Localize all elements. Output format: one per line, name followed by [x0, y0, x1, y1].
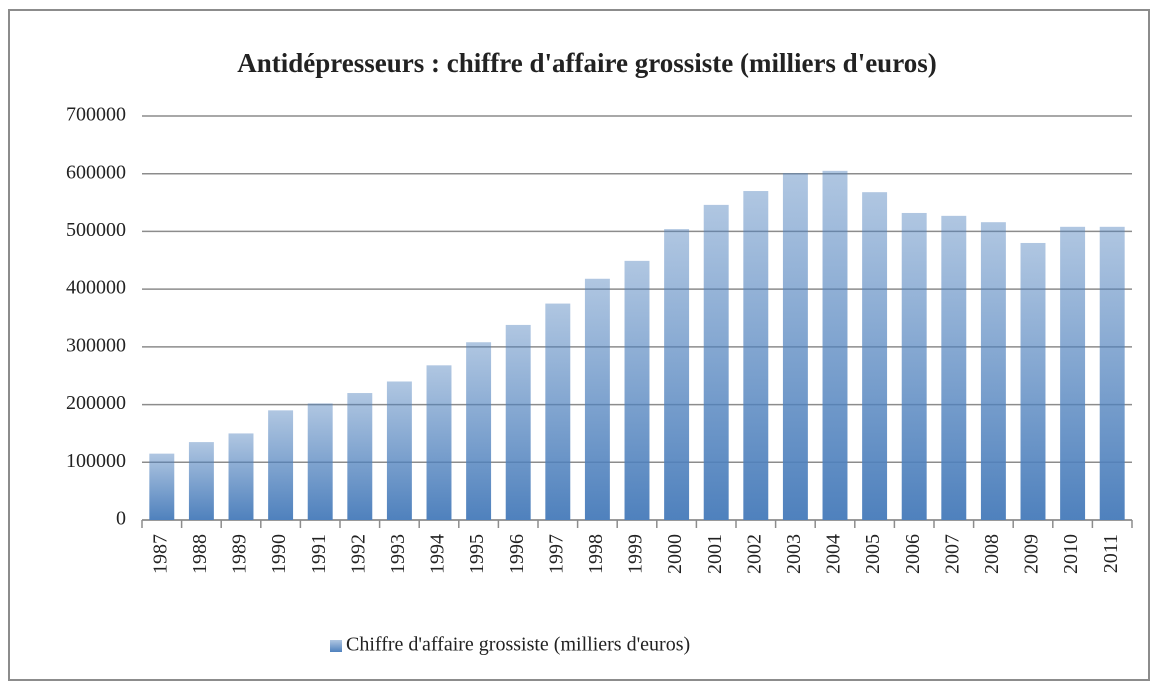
- x-tick-label: 2006: [902, 534, 924, 574]
- x-tick-label: 2011: [1100, 534, 1122, 573]
- x-tick-label: 1995: [466, 534, 488, 574]
- x-tick-label: 2001: [704, 534, 726, 574]
- bar: [228, 433, 254, 520]
- bar: [307, 403, 333, 520]
- x-tick-label: 2009: [1021, 534, 1043, 574]
- bar: [1099, 226, 1125, 520]
- bar: [664, 229, 690, 520]
- x-tick-label: 1988: [189, 534, 211, 574]
- x-tick-label: 1991: [308, 534, 330, 574]
- bar: [268, 410, 294, 520]
- bar: [1020, 242, 1046, 520]
- x-tick-label: 2007: [941, 534, 963, 574]
- bar: [386, 381, 412, 520]
- bar: [584, 278, 610, 520]
- y-tick-label: 600000: [66, 161, 126, 183]
- chart-title: Antidépresseurs : chiffre d'affaire gros…: [237, 48, 936, 78]
- x-tick-label: 1990: [268, 534, 290, 574]
- bar: [505, 324, 531, 520]
- legend-label: Chiffre d'affaire grossiste (milliers d'…: [346, 634, 690, 656]
- x-tick-label: 2000: [664, 534, 686, 574]
- x-tick-label: 1997: [545, 534, 567, 574]
- bar: [822, 170, 848, 521]
- y-tick-label: 400000: [66, 277, 126, 299]
- x-tick-label: 2004: [823, 534, 845, 574]
- x-tick-label: 2002: [743, 534, 765, 574]
- x-tick-label: 1992: [347, 534, 369, 574]
- y-tick-label: 500000: [66, 219, 126, 241]
- x-tick-label: 1987: [149, 534, 171, 574]
- bar: [149, 453, 175, 520]
- x-tick-label: 2003: [783, 534, 805, 574]
- bar: [624, 260, 650, 520]
- bar: [782, 173, 808, 520]
- bar: [1060, 226, 1086, 520]
- bar: [347, 393, 373, 520]
- x-tick-label: 1996: [506, 534, 528, 574]
- x-tick-label: 1999: [625, 534, 647, 574]
- x-tick-label: 1994: [427, 534, 449, 574]
- x-tick-label: 1998: [585, 534, 607, 574]
- bar: [862, 192, 888, 520]
- y-tick-label: 0: [116, 508, 126, 530]
- legend-swatch: [330, 640, 342, 652]
- bar: [743, 191, 769, 520]
- x-tick-label: 1993: [387, 534, 409, 574]
- bar: [980, 222, 1006, 521]
- bar: [188, 442, 214, 520]
- bar: [466, 342, 492, 520]
- x-tick-label: 1989: [229, 534, 251, 574]
- y-tick-label: 200000: [66, 392, 126, 414]
- x-tick-label: 2010: [1060, 534, 1082, 574]
- y-tick-label: 100000: [66, 450, 126, 472]
- bar: [703, 204, 729, 520]
- x-tick-label: 2005: [862, 534, 884, 574]
- y-tick-label: 300000: [66, 334, 126, 356]
- bar: [426, 365, 452, 520]
- chart-frame: [8, 9, 1150, 681]
- bar: [901, 212, 927, 520]
- x-tick-label: 2008: [981, 534, 1003, 574]
- bar: [941, 215, 967, 521]
- y-tick-label: 700000: [66, 104, 126, 126]
- bar: [545, 303, 571, 520]
